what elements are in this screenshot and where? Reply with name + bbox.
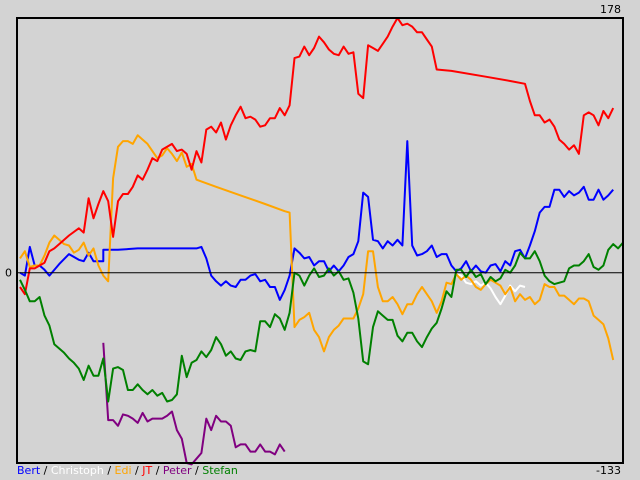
series-line-bert <box>19 140 614 301</box>
y-tick-label-min: -133 <box>596 464 621 477</box>
legend-entry-edi: Edi <box>115 464 132 477</box>
series-line-jt <box>19 17 615 296</box>
legend-separator: / <box>192 464 203 477</box>
legend-entry-bert: Bert <box>17 464 41 477</box>
series-line-edi <box>19 134 615 361</box>
series-line-peter <box>102 342 286 466</box>
legend-separator: / <box>152 464 163 477</box>
legend-separator: / <box>104 464 115 477</box>
series-line-stefan <box>19 241 624 403</box>
series-layer <box>19 17 624 466</box>
legend-entry-jt: JT <box>141 464 152 477</box>
legend-entry-stefan: Stefan <box>202 464 238 477</box>
legend-entry-peter: Peter <box>163 464 192 477</box>
series-line-christoph <box>456 273 526 306</box>
y-tick-label-zero: 0 <box>5 267 12 280</box>
y-tick-label-max: 178 <box>600 3 621 16</box>
legend-separator: / <box>132 464 143 477</box>
legend-entry-christoph: Christoph <box>51 464 104 477</box>
legend-separator: / <box>40 464 51 477</box>
plot-frame <box>16 17 624 464</box>
legend: Bert / Christoph / Edi / JT / Peter / St… <box>17 464 238 477</box>
